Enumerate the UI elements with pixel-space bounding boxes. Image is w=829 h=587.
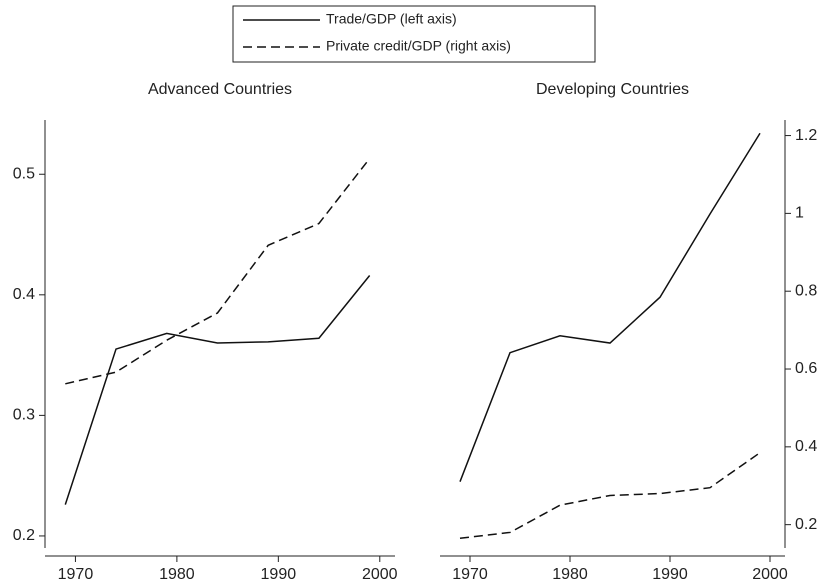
x-tick-label: 1970 (58, 566, 94, 583)
x-tick-label: 2000 (752, 566, 788, 583)
series-line (64, 275, 371, 505)
y2-tick-label: 0.4 (795, 438, 817, 455)
x-tick-label: 1990 (652, 566, 688, 583)
y2-tick-label: 1.2 (795, 127, 817, 144)
legend-label: Private credit/GDP (right axis) (326, 38, 511, 54)
series-line (459, 452, 761, 540)
x-tick-label: 1980 (552, 566, 588, 583)
x-tick-label: 1970 (452, 566, 488, 583)
panel-title: Developing Countries (536, 81, 689, 98)
y2-tick-label: 0.6 (795, 360, 817, 377)
y-tick-label: 0.5 (13, 165, 35, 182)
x-tick-label: 2000 (362, 566, 398, 583)
y2-tick-label: 1 (795, 205, 804, 222)
series-line (459, 132, 761, 482)
y-tick-label: 0.4 (13, 286, 35, 303)
legend-box (232, 5, 596, 63)
y-tick-label: 0.3 (13, 407, 35, 424)
y2-tick-label: 0.8 (795, 282, 817, 299)
x-tick-label: 1980 (159, 566, 195, 583)
x-tick-label: 1990 (261, 566, 297, 583)
panel-title: Advanced Countries (148, 81, 292, 98)
y-tick-label: 0.2 (13, 527, 35, 544)
y2-tick-label: 0.2 (795, 516, 817, 533)
series-line (65, 158, 371, 385)
legend-label: Trade/GDP (left axis) (326, 11, 457, 27)
